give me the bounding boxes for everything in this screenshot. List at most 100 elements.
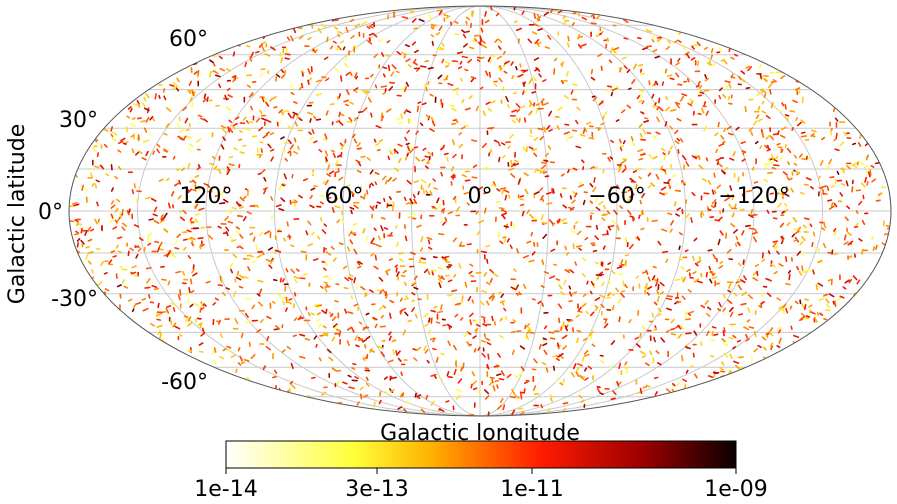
source-marker (619, 205, 624, 209)
source-marker (519, 63, 522, 68)
source-marker (348, 386, 355, 390)
source-marker (455, 206, 461, 212)
source-marker (421, 102, 427, 106)
source-marker (870, 165, 875, 168)
source-marker (229, 235, 234, 241)
source-marker (324, 285, 331, 288)
source-marker (698, 256, 702, 263)
source-marker (420, 261, 427, 264)
source-marker (692, 110, 696, 116)
source-marker (665, 388, 671, 393)
source-marker (589, 165, 596, 170)
source-marker (191, 268, 195, 274)
source-marker (182, 231, 188, 234)
source-marker (560, 218, 567, 222)
source-marker (526, 209, 531, 214)
source-marker (369, 169, 374, 175)
source-marker (431, 271, 434, 276)
source-marker (740, 302, 747, 306)
source-marker (338, 121, 344, 126)
source-marker (809, 311, 816, 315)
source-marker (583, 349, 589, 355)
source-marker (845, 180, 849, 187)
source-marker (187, 316, 192, 322)
source-marker (779, 222, 785, 228)
source-marker (486, 258, 489, 264)
source-marker (601, 217, 606, 222)
source-marker (310, 231, 315, 236)
source-marker (560, 173, 565, 177)
source-marker (366, 156, 371, 161)
source-marker (660, 147, 666, 152)
source-marker (346, 340, 351, 347)
source-marker (656, 36, 662, 39)
source-marker (822, 222, 827, 229)
source-marker (803, 183, 809, 186)
source-marker (334, 299, 339, 303)
source-marker (592, 249, 598, 253)
source-marker (289, 380, 294, 385)
source-marker (720, 135, 725, 140)
source-marker (562, 345, 568, 350)
source-marker (352, 133, 356, 139)
source-marker (482, 110, 487, 117)
source-marker (378, 305, 384, 311)
source-marker (179, 209, 184, 213)
source-marker (766, 144, 770, 150)
source-marker (440, 208, 444, 213)
source-marker (269, 258, 275, 264)
source-marker (552, 9, 558, 12)
source-marker (752, 277, 759, 282)
source-marker (378, 399, 382, 405)
source-marker (83, 188, 89, 192)
source-marker (528, 110, 533, 116)
source-marker (531, 31, 538, 35)
source-marker (503, 307, 507, 312)
source-marker (114, 219, 118, 224)
source-marker (676, 300, 682, 304)
source-marker (227, 94, 233, 98)
source-marker (774, 245, 779, 249)
source-marker (675, 72, 680, 78)
source-marker (350, 209, 353, 215)
source-marker (110, 204, 116, 209)
source-marker (374, 171, 380, 175)
source-marker (87, 251, 94, 254)
source-marker (727, 95, 731, 101)
source-marker (275, 76, 278, 82)
source-marker (636, 236, 641, 241)
x-tick-label-60: 60° (325, 184, 364, 209)
source-marker (295, 114, 300, 119)
source-marker (681, 155, 687, 161)
source-marker (651, 275, 656, 281)
source-marker (270, 214, 274, 220)
source-marker (531, 368, 537, 371)
source-marker (242, 116, 247, 121)
source-marker (841, 167, 845, 174)
source-marker (651, 93, 655, 99)
source-marker (174, 325, 181, 330)
source-marker (717, 308, 722, 312)
source-marker (590, 13, 595, 17)
source-marker (380, 115, 385, 122)
source-marker (583, 367, 588, 372)
source-marker (85, 246, 90, 249)
source-marker (147, 242, 152, 246)
source-marker (765, 277, 770, 281)
source-marker (637, 36, 642, 40)
source-marker (375, 204, 378, 209)
source-marker (308, 282, 311, 287)
source-marker (669, 77, 675, 81)
source-marker (239, 234, 244, 239)
source-marker (469, 319, 472, 326)
source-marker (299, 333, 306, 337)
source-marker (432, 207, 438, 210)
source-marker (657, 283, 660, 291)
source-marker (571, 199, 576, 204)
source-marker (326, 36, 329, 43)
source-marker (606, 230, 609, 236)
source-marker (590, 280, 595, 286)
source-marker (299, 355, 306, 359)
source-marker (533, 12, 537, 19)
source-marker (329, 311, 333, 316)
